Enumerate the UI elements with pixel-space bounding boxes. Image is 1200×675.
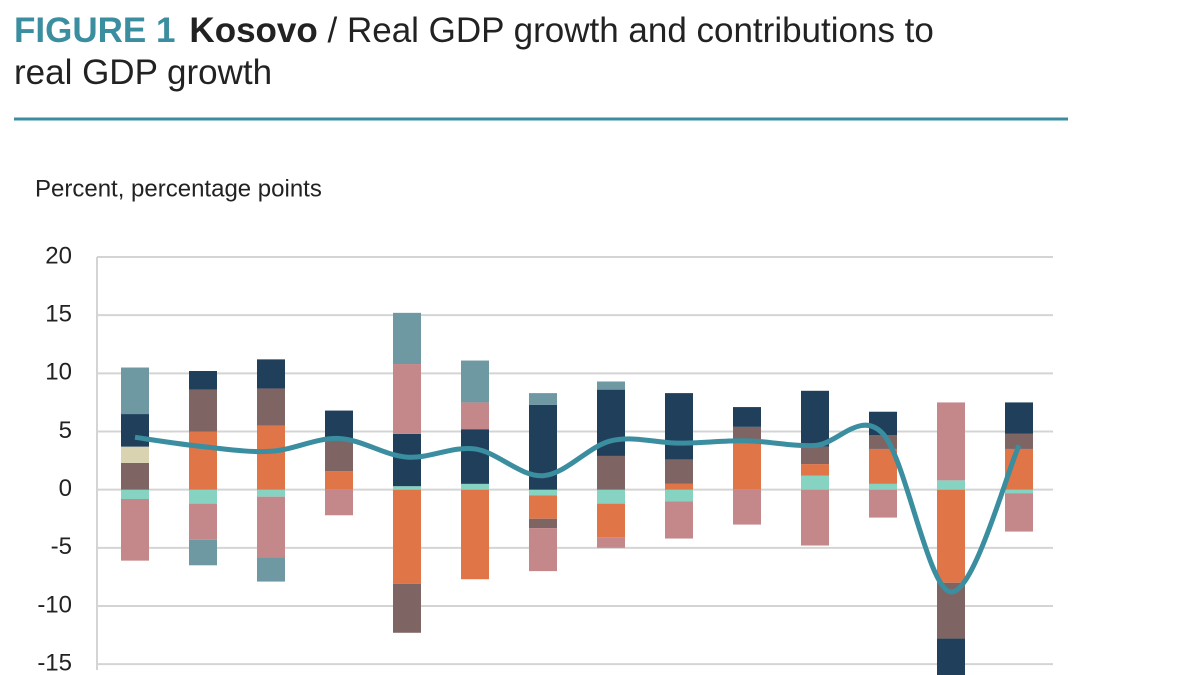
bar-segment [189, 539, 217, 566]
bar-segment [325, 471, 353, 490]
bar-segment [869, 489, 897, 518]
bar-segment [665, 393, 693, 460]
title-country: Kosovo [189, 11, 318, 50]
y-tick-label: 20 [45, 242, 72, 269]
bar-segment [121, 414, 149, 447]
bar-segment [325, 489, 353, 516]
bar-segment [801, 464, 829, 476]
bar-segment [393, 583, 421, 633]
bar-segment [121, 498, 149, 561]
figure-label: FIGURE 1 [14, 11, 176, 50]
bar-segment [529, 489, 557, 496]
bar-segment [257, 489, 285, 497]
bar-segment [189, 489, 217, 504]
y-tick-label: -5 [51, 533, 72, 560]
bar-segment [189, 503, 217, 540]
bar-segment [257, 359, 285, 389]
header: FIGURE 1 Kosovo / Real GDP growth and con… [14, 10, 994, 94]
bar-segment [461, 483, 489, 490]
bar-segment [189, 371, 217, 390]
y-tick-label: 10 [45, 359, 72, 386]
bar-segment [597, 503, 625, 538]
bar-segment [597, 537, 625, 548]
bar-segment [325, 440, 353, 472]
bar-segment [393, 364, 421, 434]
bar-segment [1005, 493, 1033, 532]
bar-segment [461, 402, 489, 430]
bar-segment [121, 446, 149, 463]
y-tick-label: 0 [59, 475, 72, 502]
bar-segment [733, 440, 761, 490]
bar-segment [937, 402, 965, 481]
bar-segment [597, 455, 625, 490]
bar-segment [529, 495, 557, 519]
bar-segment [1005, 489, 1033, 494]
y-axis-label: Percent, percentage points [35, 175, 322, 202]
y-tick-label: 5 [59, 417, 72, 444]
bar-segment [733, 489, 761, 525]
bar-segment [1005, 433, 1033, 449]
bar-segment [801, 475, 829, 490]
bar-segment [733, 426, 761, 441]
bar-segment [665, 483, 693, 490]
bar-segment [393, 489, 421, 584]
bar-segment [461, 360, 489, 403]
chart-title: / Real GDP growth and contributions to r… [14, 11, 934, 92]
bar-segment [597, 489, 625, 504]
bar-segment [529, 393, 557, 405]
bar-segment [869, 483, 897, 490]
bar-segment [801, 390, 829, 447]
bar-segment [733, 407, 761, 427]
bar-segment [937, 638, 965, 675]
bar-segment [801, 489, 829, 546]
bar-segment [393, 312, 421, 365]
bar-segment [665, 489, 693, 502]
bar-segment [393, 433, 421, 487]
bar-segment [937, 489, 965, 583]
bar-segment [665, 501, 693, 539]
bar-segment [461, 429, 489, 484]
bar-segment [597, 381, 625, 390]
bar-segment [393, 486, 421, 490]
bar-segment [1005, 402, 1033, 434]
bar-segment [325, 410, 353, 441]
bar-segment [257, 557, 285, 582]
bar-segment [121, 462, 149, 490]
bar-segment [189, 431, 217, 490]
y-tick-label: -10 [37, 591, 72, 618]
y-tick-label: -15 [37, 650, 72, 675]
bar-segment [257, 388, 285, 426]
bar-segment [257, 425, 285, 490]
bar-segment [937, 480, 965, 490]
bar-segment [257, 496, 285, 558]
growth-line [134, 422, 1022, 595]
bar-segment [461, 489, 489, 580]
bar-segment [189, 389, 217, 432]
bar-segment [529, 518, 557, 529]
bar-segment [529, 528, 557, 572]
bar-segment [801, 446, 829, 465]
bar-segment [121, 489, 149, 499]
bar-segment [121, 367, 149, 415]
y-tick-label: 15 [45, 301, 72, 328]
bar-segment [665, 459, 693, 484]
